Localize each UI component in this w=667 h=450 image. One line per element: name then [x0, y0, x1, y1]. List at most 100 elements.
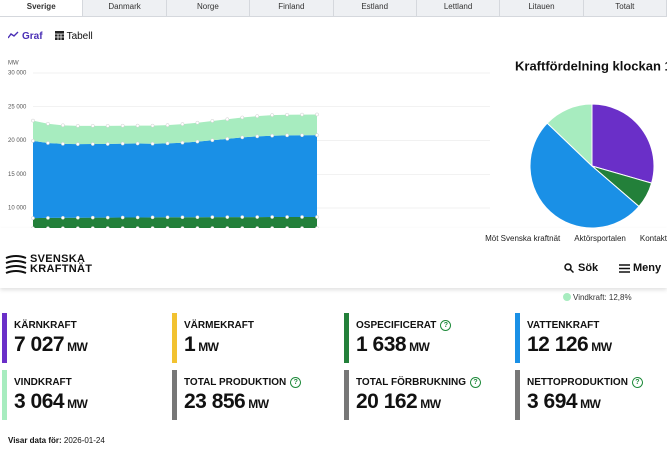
- point: [46, 141, 50, 145]
- point: [225, 136, 230, 141]
- point: [120, 141, 125, 146]
- card-label-text: TOTAL PRODUKTION: [184, 377, 287, 388]
- y-tick-label: 20 000: [8, 138, 27, 144]
- search-button[interactable]: Sök: [578, 262, 599, 274]
- stat-card: VINDKRAFT 3 064 MW: [2, 370, 162, 420]
- point: [180, 215, 185, 220]
- point: [225, 215, 230, 219]
- point: [270, 113, 275, 117]
- card-label-text: VINDKRAFT: [14, 377, 72, 388]
- card-number: 1 638: [356, 333, 407, 356]
- point: [240, 215, 245, 219]
- y-tick-label: 30 000: [8, 71, 27, 77]
- card-value: 7 027 MW: [14, 333, 88, 357]
- header-link[interactable]: Möt Svenska kraftnät: [485, 234, 561, 243]
- info-icon[interactable]: ?: [631, 377, 643, 388]
- header-link[interactable]: Kontakt: [639, 234, 667, 243]
- tab[interactable]: Estland: [334, 0, 417, 16]
- menu-button[interactable]: Meny: [633, 262, 662, 274]
- card-bar: [344, 370, 349, 420]
- y-unit: MW: [8, 61, 19, 67]
- view-tab[interactable]: Tabell: [54, 31, 93, 42]
- tab[interactable]: Danmark: [83, 0, 167, 16]
- pie-slice: [591, 103, 655, 184]
- tab[interactable]: Litauen: [500, 0, 584, 16]
- point: [210, 215, 215, 219]
- point: [210, 138, 215, 143]
- card-value: 12 126 MW: [527, 333, 612, 357]
- y-tick-label: 25 000: [8, 104, 27, 110]
- card-bar: [515, 370, 520, 420]
- card-unit: MW: [67, 397, 88, 411]
- point: [61, 215, 65, 220]
- card-unit: MW: [248, 397, 269, 411]
- card-label-text: TOTAL FÖRBRUKNING: [356, 377, 466, 388]
- stat-card: OSPECIFICERAT? 1 638 MW: [344, 313, 504, 363]
- search-icon: [564, 263, 574, 273]
- point: [61, 123, 65, 128]
- card-value: 3 064 MW: [14, 390, 88, 414]
- pie-slice: [546, 103, 593, 168]
- card-number: 1: [184, 333, 196, 356]
- card-label: NETTOPRODUKTION?: [527, 377, 643, 388]
- info-icon[interactable]: ?: [440, 320, 452, 331]
- card-bar: [344, 313, 349, 363]
- point: [46, 216, 50, 220]
- header-link[interactable]: Aktörsportalen: [574, 234, 626, 243]
- card-bar: [172, 370, 177, 420]
- point: [120, 123, 125, 128]
- card-number: 7 027: [14, 333, 65, 356]
- tab[interactable]: Finland: [250, 0, 334, 16]
- point: [31, 138, 35, 143]
- point: [315, 133, 319, 138]
- card-value: 3 694 MW: [527, 390, 601, 414]
- tab[interactable]: Lettland: [417, 0, 501, 16]
- point: [240, 115, 245, 120]
- point: [46, 121, 50, 126]
- card-number: 12 126: [527, 333, 589, 356]
- card-label: TOTAL FÖRBRUKNING?: [356, 377, 481, 388]
- point: [150, 215, 155, 220]
- point: [285, 112, 289, 117]
- date-label: Visar data för:: [8, 436, 62, 445]
- legend-text: Vindkraft: 12,8%: [573, 293, 632, 302]
- point: [285, 215, 289, 219]
- card-label: TOTAL PRODUKTION?: [184, 377, 302, 388]
- legend-note: Vindkraft: 12,8%: [563, 293, 632, 302]
- point: [75, 124, 80, 128]
- menu-icon: [619, 264, 630, 273]
- card-label-text: OSPECIFICERAT: [356, 320, 437, 331]
- point: [135, 215, 140, 220]
- card-number: 3 694: [527, 390, 578, 413]
- point: [105, 142, 110, 146]
- card-bar: [2, 370, 7, 420]
- point: [105, 124, 110, 128]
- logo[interactable]: SVENSKA KRAFTNÄT: [30, 253, 92, 275]
- point: [180, 140, 185, 145]
- card-label: VINDKRAFT: [14, 377, 72, 388]
- view-tab[interactable]: Graf: [7, 31, 43, 42]
- point: [195, 120, 200, 125]
- logo-line: SVENSKA: [30, 253, 86, 265]
- card-label-text: VATTENKRAFT: [527, 320, 600, 331]
- point: [255, 134, 260, 139]
- card-number: 3 064: [14, 390, 65, 413]
- card-value: 1 638 MW: [356, 333, 430, 357]
- tab[interactable]: Sverige: [0, 0, 84, 16]
- point: [315, 112, 319, 117]
- y-tick-label: 10 000: [8, 206, 27, 212]
- point: [270, 215, 275, 219]
- point: [135, 123, 140, 128]
- info-icon[interactable]: ?: [470, 377, 481, 388]
- point: [285, 133, 289, 138]
- point: [210, 119, 215, 123]
- stat-card: KÄRNKRAFT 7 027 MW: [2, 313, 162, 363]
- country-tabs: Sverige Danmark Norge Finland Estland Lettlan…: [0, 0, 667, 17]
- point: [300, 215, 304, 219]
- tab[interactable]: Totalt: [584, 0, 667, 16]
- point: [90, 215, 95, 220]
- tab[interactable]: Norge: [167, 0, 251, 16]
- point: [300, 112, 304, 117]
- info-icon[interactable]: ?: [290, 377, 302, 388]
- card-unit: MW: [580, 397, 601, 411]
